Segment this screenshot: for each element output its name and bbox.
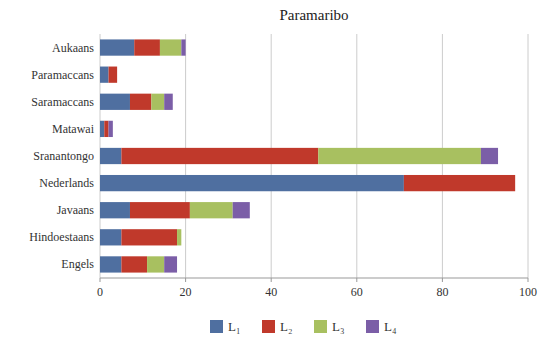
category-label: Matawai <box>52 122 95 136</box>
category-label: Engels <box>61 257 94 271</box>
category-label: Hindoestaans <box>29 230 94 244</box>
legend-label: L₄ <box>384 319 397 334</box>
bar-segment <box>104 121 108 137</box>
tick-label: 0 <box>97 285 103 299</box>
bar-segment <box>147 256 164 272</box>
bar-segment <box>109 67 118 83</box>
tick-mark <box>442 278 443 282</box>
category-label: Aukaans <box>52 41 94 55</box>
bar-segment <box>151 94 164 110</box>
bar-segment <box>181 229 182 245</box>
legend-swatch <box>366 320 379 333</box>
category-label: Nederlands <box>39 176 94 190</box>
bar-segment <box>134 39 160 55</box>
tick-label: 100 <box>519 285 537 299</box>
legend: L₁ L₂ L₃ L₄ <box>210 319 397 334</box>
bar-segment <box>100 229 121 245</box>
tick-mark <box>100 278 101 282</box>
tick-label: 40 <box>265 285 277 299</box>
bar-segment <box>164 94 173 110</box>
legend-swatch <box>262 320 275 333</box>
bar-segment <box>515 175 516 191</box>
x-axis <box>100 278 528 279</box>
grid-line <box>528 34 529 278</box>
bar-segment <box>117 67 118 83</box>
bar-segment <box>121 229 177 245</box>
grid <box>100 34 528 278</box>
bar-segment <box>130 94 151 110</box>
bar-segment <box>404 175 515 191</box>
bar-segment <box>130 202 190 218</box>
category-label: Javaans <box>57 203 95 217</box>
bars <box>100 39 515 272</box>
bar-segment <box>109 121 113 137</box>
tick-mark <box>528 278 529 282</box>
legend-label: L₂ <box>280 319 292 334</box>
bar-segment <box>318 148 481 164</box>
bar-segment <box>177 229 181 245</box>
legend-swatch <box>210 320 223 333</box>
bar-segment <box>121 148 318 164</box>
bar-segment <box>100 202 130 218</box>
bar-segment <box>164 256 177 272</box>
tick-label: 60 <box>351 285 363 299</box>
category-label: Sranantongo <box>33 149 94 163</box>
bar-segment <box>190 202 233 218</box>
bar-segment <box>160 39 181 55</box>
bar-segment <box>100 39 134 55</box>
legend-label: L₁ <box>228 319 240 334</box>
tick-mark <box>185 278 186 282</box>
chart: Paramaribo 0 20 40 60 80 100 Aukaans Paramaccans… <box>0 0 552 348</box>
tick-mark <box>356 278 357 282</box>
tick-mark <box>271 278 272 282</box>
category-label: Paramaccans <box>31 68 94 82</box>
bar-segment <box>100 67 109 83</box>
bar-segment <box>100 175 404 191</box>
bar-segment <box>100 256 121 272</box>
bar-segment <box>117 67 118 83</box>
bar-segment <box>481 148 498 164</box>
bar-segment <box>100 148 121 164</box>
title: Paramaribo <box>279 7 348 23</box>
legend-swatch <box>314 320 327 333</box>
bar-segment <box>233 202 250 218</box>
category-label: Saramaccans <box>31 95 94 109</box>
bar-segment <box>181 39 185 55</box>
legend-label: L₃ <box>332 319 344 334</box>
tick-label: 80 <box>436 285 448 299</box>
bar-segment <box>100 94 130 110</box>
tick-label: 20 <box>180 285 192 299</box>
bar-segment <box>100 121 104 137</box>
bar-segment <box>121 256 147 272</box>
bar-segment <box>515 175 516 191</box>
